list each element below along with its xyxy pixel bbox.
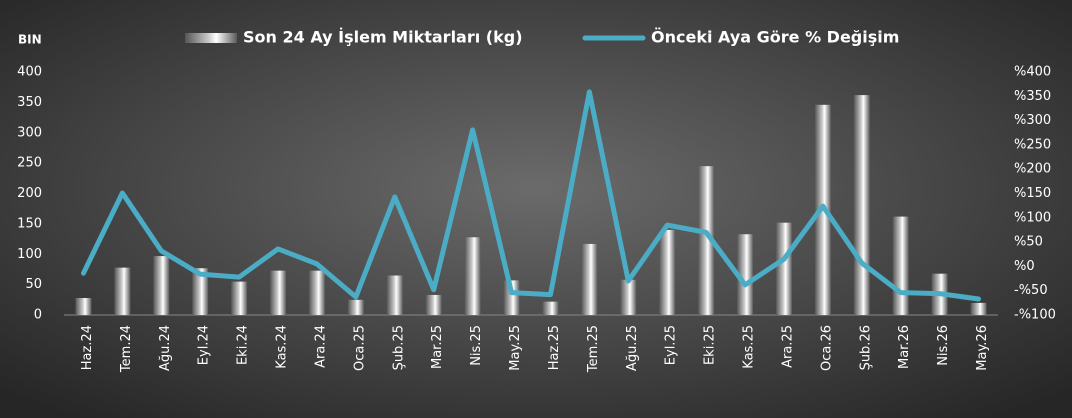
- y-tick-label: 0: [34, 308, 42, 323]
- y-axis-label: BIN: [18, 33, 42, 47]
- line: [80, 89, 982, 302]
- bar: [659, 229, 676, 315]
- x-tick-label: Eki.24: [236, 325, 251, 365]
- x-tick-label: Eyl.24: [197, 325, 212, 365]
- x-tick-label: Ağu.25: [625, 325, 640, 371]
- bar: [153, 256, 170, 315]
- x-tick-label: Mar.26: [897, 325, 912, 369]
- bar: [503, 280, 520, 315]
- bar: [853, 95, 870, 316]
- x-tick-label: Ara.25: [780, 325, 795, 368]
- x-tick-label: Ara.24: [313, 325, 328, 368]
- bar: [425, 294, 442, 315]
- y2-tick-label: %50: [1014, 235, 1043, 250]
- x-tick-label: Tem.25: [586, 325, 601, 373]
- y2-tick-label: %300: [1014, 113, 1051, 128]
- y2-tick-label: %100: [1014, 210, 1051, 225]
- bar: [775, 222, 792, 315]
- bar: [698, 166, 715, 315]
- y-tick-label: 100: [17, 247, 42, 262]
- bar: [464, 237, 481, 315]
- y-tick-label: 300: [17, 125, 42, 140]
- bar: [347, 299, 364, 315]
- y-tick-label: 50: [25, 277, 42, 292]
- bar: [386, 275, 403, 315]
- x-tick-label: Kas.25: [742, 325, 757, 369]
- x-tick-label: Oca.25: [352, 325, 367, 371]
- legend-label: Önceki Aya Göre % Değişim: [651, 28, 899, 47]
- y2-tick-label: %200: [1014, 162, 1051, 177]
- bar: [542, 301, 559, 315]
- x-tick-label: Ağu.24: [158, 325, 173, 371]
- x-tick-label: Kas.24: [275, 325, 290, 369]
- y2-tick-label: %250: [1014, 137, 1051, 152]
- bar: [270, 270, 287, 315]
- y-tick-label: 200: [17, 186, 42, 201]
- y-tick-label: 400: [17, 65, 42, 80]
- y2-tick-label: -%100: [1014, 308, 1056, 323]
- bar: [75, 297, 92, 315]
- bar: [308, 270, 325, 315]
- x-tick-label: Nis.25: [469, 325, 484, 366]
- bar: [192, 268, 209, 315]
- x-tick-label: Tem.24: [119, 325, 134, 373]
- bar: [231, 281, 248, 315]
- legend-label: Son 24 Ay İşlem Miktarları (kg): [243, 28, 523, 47]
- bar: [892, 216, 909, 315]
- x-tick-label: Mar.25: [430, 325, 445, 369]
- x-tick-label: May.25: [508, 325, 523, 371]
- y2-tick-label: %400: [1014, 65, 1051, 80]
- legend-swatch: [185, 33, 237, 43]
- y2-tick-label: %0: [1014, 259, 1035, 274]
- x-tick-label: Oca.26: [819, 325, 834, 371]
- y2-tick-label: -%50: [1014, 283, 1048, 298]
- x-tick-label: Nis.26: [936, 325, 951, 366]
- bar: [970, 302, 987, 315]
- bar: [620, 279, 637, 315]
- bar: [581, 243, 598, 315]
- x-tick-label: Haz.24: [80, 325, 95, 370]
- bar: [737, 234, 754, 315]
- x-tick-label: Şub.25: [391, 325, 406, 370]
- bar: [114, 267, 131, 315]
- y2-tick-label: %150: [1014, 186, 1051, 201]
- x-tick-label: Eyl.25: [664, 325, 679, 365]
- x-tick-label: Şub.26: [858, 325, 873, 370]
- x-tick-label: May.26: [975, 325, 990, 371]
- y-tick-label: 350: [17, 95, 42, 110]
- x-tick-label: Eki.25: [703, 325, 718, 365]
- y2-tick-label: %350: [1014, 89, 1051, 104]
- x-tick-label: Haz.25: [547, 325, 562, 370]
- y-tick-label: 150: [17, 216, 42, 231]
- y-tick-label: 250: [17, 156, 42, 171]
